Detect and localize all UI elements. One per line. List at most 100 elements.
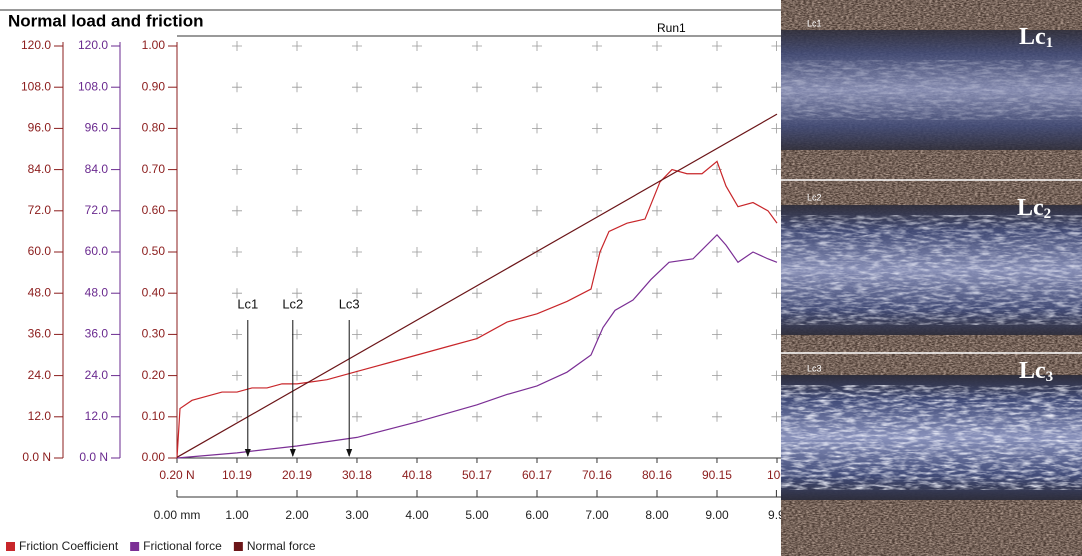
grid-cross [292, 164, 302, 175]
y-tick-label: 72.0 [85, 203, 109, 217]
y-tick-label: 84.0 [85, 162, 109, 176]
x2-tick-label: 100 [767, 468, 781, 482]
y-tick-label: 72.0 [28, 203, 52, 217]
grid-cross [292, 411, 302, 422]
grid-cross [472, 164, 482, 175]
grid-cross [352, 288, 362, 299]
y-tick-label: 0.70 [142, 162, 166, 176]
grid-cross [292, 82, 302, 93]
series-line [176, 233, 778, 459]
grid-cross [292, 41, 302, 51]
legend-label: Frictional force [143, 539, 222, 553]
x-tick-label: 8.00 [645, 508, 669, 522]
grid-cross [412, 411, 422, 422]
y-tick-label: 60.0 [28, 244, 52, 258]
grid-cross [652, 411, 662, 422]
x2-tick-label: 0.20 N [159, 468, 194, 482]
grid-cross [412, 370, 422, 381]
panel-label: Lc3 [1019, 358, 1053, 386]
y-tick-label: 0.90 [142, 79, 166, 93]
grid-cross [712, 205, 722, 216]
y-tick-label: 24.0 [28, 368, 52, 382]
y-tick-label: 36.0 [28, 327, 52, 341]
grid-cross [232, 41, 242, 51]
grid-cross [532, 288, 542, 299]
grid-cross [412, 41, 422, 51]
grid-cross [592, 411, 602, 422]
y-tick-label: 0.40 [142, 285, 166, 299]
grid-cross [652, 370, 662, 381]
panel-label: Lc2 [1017, 195, 1051, 223]
y-tick-label: 96.0 [85, 121, 109, 135]
grid-cross [592, 164, 602, 175]
panel-label: Lc1 [1019, 24, 1053, 52]
grid-cross [292, 123, 302, 134]
grid-cross [592, 123, 602, 134]
grid-cross [232, 123, 242, 134]
y-tick-label: 0.10 [142, 409, 166, 423]
grid-cross [412, 123, 422, 134]
grid-cross [352, 123, 362, 134]
scratch-texture [781, 60, 1082, 120]
y-tick-label: 96.0 [28, 121, 52, 135]
panel-tag: Lc1 [807, 18, 822, 28]
y-tick-label: 60.0 [85, 244, 109, 258]
annotation-label: Lc3 [339, 296, 360, 311]
grid-cross [472, 370, 482, 381]
grid-cross [532, 370, 542, 381]
grid-cross [652, 329, 662, 340]
y-tick-label: 0.20 [142, 368, 166, 382]
panel-tag: Lc3 [807, 363, 822, 373]
grid-cross [352, 164, 362, 175]
grid-cross [771, 370, 781, 381]
y-tick-label: 0.00 [142, 450, 166, 464]
y-tick-label: 108.0 [78, 79, 108, 93]
x2-tick-label: 60.17 [522, 468, 552, 482]
grid-cross [412, 288, 422, 299]
scratch-texture [781, 385, 1082, 490]
grid-cross [232, 205, 242, 216]
series-line [176, 113, 778, 458]
legend-label: Normal force [247, 539, 316, 553]
label-sub: 2 [1044, 206, 1052, 222]
grid-cross [472, 288, 482, 299]
grid-cross [352, 411, 362, 422]
grid-cross [652, 288, 662, 299]
x-tick-label: 4.00 [405, 508, 429, 522]
y-tick-label: 48.0 [28, 285, 52, 299]
grid-cross [352, 247, 362, 257]
legend-swatch [233, 542, 243, 551]
grid-cross [712, 288, 722, 299]
label-main: Lc [1019, 358, 1046, 384]
annotation-label: Lc1 [237, 296, 258, 311]
grid-cross [771, 82, 781, 93]
legend-label: Friction Coefficient [19, 539, 119, 553]
grid-cross [412, 205, 422, 216]
grid-cross [652, 41, 662, 51]
grid-cross [771, 123, 781, 134]
label-main: Lc [1019, 24, 1046, 50]
grid-cross [532, 411, 542, 422]
grid-cross [652, 164, 662, 175]
grid-cross [771, 205, 781, 216]
x2-tick-label: 70.16 [582, 468, 612, 482]
grid-cross [292, 205, 302, 216]
label-sub: 3 [1046, 369, 1054, 385]
x2-tick-label: 80.16 [642, 468, 672, 482]
y-tick-label: 0.30 [142, 327, 166, 341]
grid-cross [232, 329, 242, 340]
y-tick-label: 120.0 [78, 38, 108, 52]
grid-cross [352, 329, 362, 340]
grid-cross [232, 411, 242, 422]
grid-cross [472, 329, 482, 340]
y-tick-label: 108.0 [21, 79, 51, 93]
grid-cross [592, 370, 602, 381]
x-tick-label: 9.9 [768, 508, 781, 522]
y-tick-label: 120.0 [21, 38, 51, 52]
label-sub: 1 [1046, 35, 1054, 51]
grid-cross [592, 288, 602, 299]
grid-cross [472, 82, 482, 93]
annotation-arrowhead [289, 449, 296, 457]
grid-cross [712, 329, 722, 340]
